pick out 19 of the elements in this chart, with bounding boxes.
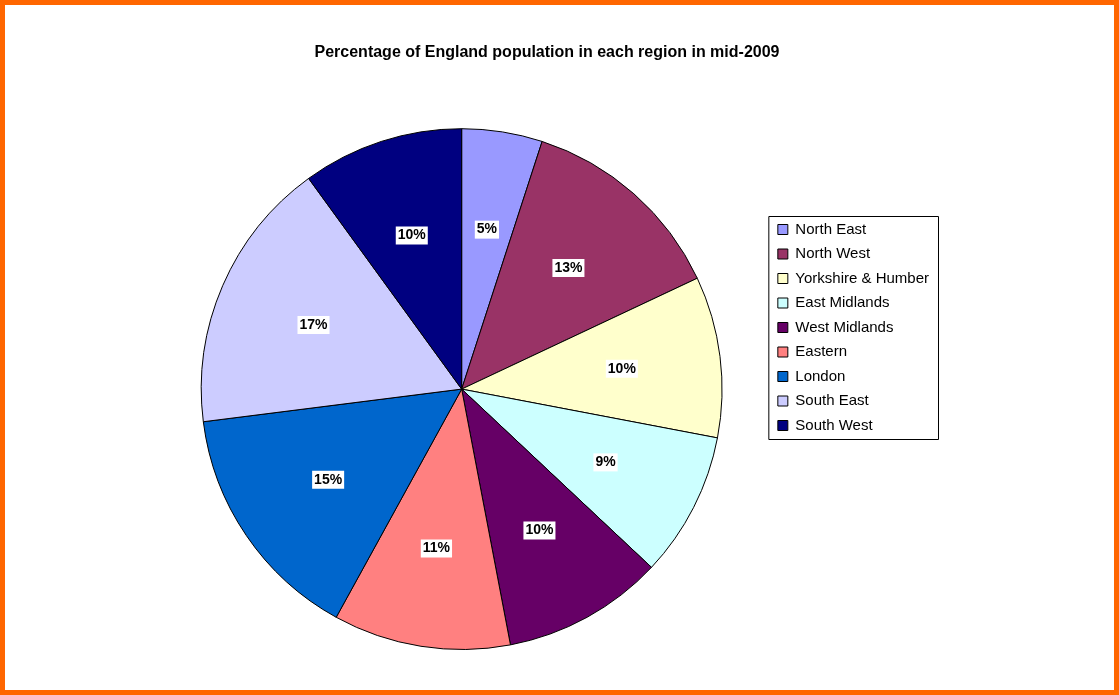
legend-label: West Midlands xyxy=(795,317,894,335)
legend-label: London xyxy=(795,366,846,384)
data-label: 10% xyxy=(525,521,554,538)
legend-label: Eastern xyxy=(795,342,848,360)
data-label: 13% xyxy=(554,258,583,275)
data-label: 15% xyxy=(314,470,343,487)
legend-label: North West xyxy=(795,244,871,262)
data-label: 5% xyxy=(476,220,498,237)
data-label: 10% xyxy=(607,359,637,376)
legend-label: South West xyxy=(795,415,874,433)
legend-label: South East xyxy=(795,391,870,409)
legend-label: North East xyxy=(795,219,868,237)
data-label: 9% xyxy=(595,453,617,470)
data-label: 10% xyxy=(397,226,427,243)
legend-label: East Midlands xyxy=(795,293,890,311)
data-label: 11% xyxy=(422,539,451,556)
chart-title: Percentage of England population in each region in mid-2009 xyxy=(314,43,780,61)
legend-label: Yorkshire & Humber xyxy=(795,268,929,286)
data-label: 17% xyxy=(299,315,329,332)
